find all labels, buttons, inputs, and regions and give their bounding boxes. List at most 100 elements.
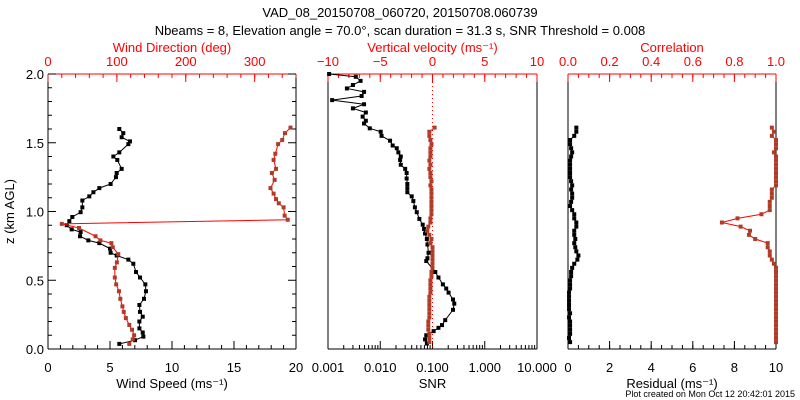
data-point-vertical-velocity — [427, 298, 432, 303]
data-point-correlation — [774, 183, 778, 188]
data-point-snr — [379, 133, 384, 138]
data-point-residual — [567, 298, 572, 303]
data-point-correlation — [774, 286, 778, 291]
data-point-snr — [363, 110, 368, 115]
top-tick-label: 10 — [530, 54, 544, 69]
data-point-correlation — [774, 311, 778, 316]
data-point-vertical-velocity — [430, 261, 435, 266]
data-point-wind-direction — [273, 151, 278, 156]
data-point-wind-speed — [140, 330, 145, 335]
data-point-residual — [569, 154, 574, 159]
data-point-wind-speed — [140, 314, 145, 319]
bottom-tick-label: 2 — [606, 360, 613, 375]
data-point-residual — [570, 150, 575, 155]
data-point-wind-speed — [141, 334, 146, 339]
data-point-correlation — [774, 274, 778, 279]
data-point-correlation — [765, 241, 770, 246]
data-point-wind-speed — [143, 282, 148, 287]
data-point-snr — [344, 86, 349, 91]
data-point-vertical-velocity — [427, 303, 432, 307]
data-point-residual — [568, 142, 573, 147]
data-point-residual — [568, 166, 573, 171]
data-point-vertical-velocity — [429, 274, 434, 279]
data-point-residual — [569, 274, 574, 279]
data-point-residual — [567, 336, 572, 340]
data-point-vertical-velocity — [427, 336, 432, 340]
data-point-vertical-velocity — [428, 175, 433, 180]
top-tick-label: 0.2 — [601, 54, 619, 69]
data-point-snr — [362, 121, 367, 126]
data-point-wind-speed — [78, 210, 83, 215]
data-point-residual — [574, 220, 579, 225]
data-point-residual — [568, 286, 573, 291]
data-point-vertical-velocity — [428, 183, 433, 188]
data-point-snr — [423, 231, 428, 236]
data-point-snr — [431, 329, 436, 334]
data-point-snr — [422, 226, 427, 231]
data-point-wind-speed — [133, 338, 138, 343]
data-point-residual — [567, 294, 572, 299]
data-point-snr — [398, 154, 403, 159]
data-point-residual — [570, 208, 575, 213]
data-point-residual — [570, 191, 575, 196]
data-point-wind-direction — [116, 289, 121, 294]
data-point-wind-direction — [282, 131, 287, 136]
data-point-residual — [568, 331, 573, 336]
data-point-wind-speed — [127, 139, 132, 144]
data-point-snr — [359, 94, 364, 98]
data-point-correlation — [769, 191, 774, 196]
data-point-wind-direction — [118, 296, 123, 301]
data-point-vertical-velocity — [427, 129, 432, 134]
data-point-vertical-velocity — [429, 179, 434, 184]
data-point-vertical-velocity — [427, 294, 432, 299]
data-point-residual — [576, 253, 581, 258]
data-point-wind-speed — [126, 142, 131, 147]
data-point-vertical-velocity — [427, 331, 432, 336]
data-point-vertical-velocity — [428, 278, 433, 283]
data-point-correlation — [767, 253, 772, 258]
data-point-residual — [572, 212, 577, 217]
data-point-residual — [574, 129, 579, 134]
data-point-wind-direction — [274, 166, 279, 171]
bottom-tick-label: 10 — [769, 360, 783, 375]
bottom-tick-label: 1.000 — [468, 360, 501, 375]
data-point-vertical-velocity — [428, 150, 433, 155]
y-tick-label: 1.0 — [26, 205, 44, 220]
data-point-residual — [574, 249, 579, 254]
data-point-snr — [440, 282, 445, 287]
data-point-snr — [451, 297, 456, 302]
data-point-residual — [568, 158, 573, 163]
data-point-snr — [452, 301, 457, 306]
data-point-residual — [573, 237, 578, 241]
data-point-wind-speed — [138, 275, 143, 280]
y-axis-title: z (km AGL) — [2, 179, 17, 244]
bottom-tick-label: 10.000 — [517, 360, 557, 375]
data-point-wind-direction — [274, 197, 279, 202]
data-point-vertical-velocity — [427, 311, 432, 316]
data-point-vertical-velocity — [429, 237, 434, 241]
data-point-wind-direction — [281, 205, 286, 210]
data-point-wind-direction — [282, 213, 287, 218]
bottom-tick-label: 5 — [106, 360, 113, 375]
data-point-snr — [426, 250, 431, 255]
data-point-residual — [568, 323, 573, 328]
data-point-vertical-velocity — [425, 228, 430, 233]
data-point-snr — [404, 176, 409, 181]
data-point-wind-speed — [113, 175, 118, 180]
data-point-vertical-velocity — [429, 270, 434, 274]
data-point-correlation — [767, 249, 772, 254]
data-point-residual — [570, 183, 575, 188]
panel-1: 0 5 10 15 20 Wind Speed (ms⁻¹) 0 100 200 300 Wind … — [2, 40, 303, 391]
data-point-correlation — [774, 327, 778, 332]
data-point-correlation — [774, 340, 778, 345]
data-point-residual — [568, 138, 573, 142]
data-point-wind-direction — [110, 245, 115, 250]
data-point-wind-speed — [117, 150, 122, 155]
data-point-wind-speed — [131, 261, 136, 266]
data-point-vertical-velocity — [428, 162, 433, 167]
bottom-tick-label: 6 — [689, 360, 696, 375]
data-point-residual — [568, 278, 573, 283]
data-point-wind-speed — [134, 270, 139, 274]
data-point-correlation — [774, 162, 778, 167]
